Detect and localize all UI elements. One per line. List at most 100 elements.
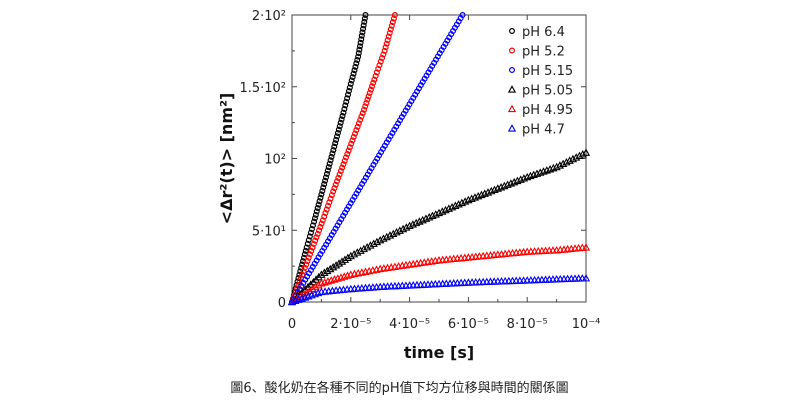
- data-point: [356, 46, 363, 53]
- data-point: [395, 226, 404, 234]
- data-point: [338, 116, 345, 123]
- data-point: [328, 153, 335, 160]
- data-point: [345, 147, 352, 154]
- data-point: [332, 140, 339, 147]
- data-point: [322, 174, 329, 181]
- data-point: [305, 254, 312, 261]
- data-point: [376, 235, 385, 244]
- data-point: [321, 181, 328, 188]
- data-point: [572, 153, 581, 161]
- data-point: [376, 62, 383, 69]
- data-point: [319, 217, 326, 224]
- data-point: [425, 213, 434, 221]
- data-point: [340, 161, 347, 168]
- x-tick-label: 2·10⁻⁵: [330, 317, 371, 332]
- data-point: [493, 184, 502, 192]
- data-point: [354, 57, 361, 64]
- data-point: [350, 70, 357, 77]
- data-point: [327, 195, 334, 202]
- data-point: [314, 230, 321, 237]
- data-point: [311, 218, 318, 225]
- data-point: [315, 201, 322, 208]
- data-point: [375, 65, 382, 72]
- data-point: [387, 26, 394, 33]
- data-point: [390, 15, 397, 22]
- data-point: [314, 205, 321, 212]
- data-point: [339, 164, 346, 171]
- data-point: [558, 159, 568, 168]
- data-point: [307, 229, 314, 236]
- data-point: [294, 278, 301, 285]
- data-point: [411, 218, 421, 227]
- figure-caption: 圖6、酸化奶在各種不同的pH值下均方位移與時間的關係圖: [230, 381, 569, 396]
- data-point: [359, 110, 366, 117]
- data-point: [308, 247, 315, 254]
- data-point: [308, 284, 317, 293]
- data-point: [326, 160, 333, 167]
- data-point: [342, 102, 349, 109]
- data-point: [311, 282, 320, 291]
- data-point: [357, 39, 364, 46]
- data-point: [361, 106, 368, 113]
- data-point: [349, 74, 356, 81]
- data-point: [330, 147, 337, 154]
- data-point: [362, 12, 369, 19]
- data-point: [337, 119, 344, 126]
- data-point: [341, 105, 348, 112]
- data-point: [344, 95, 351, 102]
- data-point: [581, 273, 591, 282]
- data-point: [389, 229, 398, 238]
- data-point: [305, 286, 314, 294]
- data-point: [321, 213, 328, 220]
- data-point: [319, 187, 326, 194]
- data-point: [383, 40, 390, 47]
- data-point: [304, 258, 311, 265]
- legend-label: pH 5.2: [522, 45, 565, 60]
- x-tick-label: 6·10⁻⁵: [448, 317, 489, 332]
- data-point: [325, 164, 332, 171]
- data-point: [575, 151, 584, 160]
- data-point: [358, 113, 365, 120]
- data-point: [326, 264, 335, 273]
- data-point: [565, 156, 574, 164]
- data-point: [434, 208, 444, 217]
- data-point: [349, 137, 356, 144]
- data-point: [385, 33, 392, 40]
- data-point: [431, 210, 440, 218]
- data-point: [358, 32, 365, 39]
- data-point: [373, 69, 380, 76]
- data-point: [372, 72, 379, 79]
- data-point: [415, 217, 424, 225]
- data-point: [346, 84, 353, 91]
- data-point: [303, 244, 310, 251]
- data-point: [377, 58, 384, 65]
- data-point: [336, 171, 343, 178]
- data-point: [392, 227, 401, 236]
- data-point: [334, 178, 341, 185]
- data-point: [330, 188, 337, 195]
- data-point: [323, 206, 330, 213]
- data-point: [326, 199, 333, 206]
- data-point: [337, 257, 347, 265]
- data-point: [323, 266, 332, 275]
- data-point: [295, 275, 302, 282]
- data-point: [467, 194, 476, 202]
- data-point: [516, 175, 525, 183]
- data-point: [346, 144, 353, 151]
- data-point: [379, 55, 386, 62]
- data-point: [457, 198, 467, 207]
- data-point: [405, 221, 414, 230]
- data-point: [506, 179, 516, 187]
- data-point: [370, 79, 377, 86]
- data-point: [441, 205, 450, 214]
- legend-label: pH 4.7: [522, 123, 565, 138]
- data-point: [309, 244, 316, 251]
- data-point: [351, 67, 358, 74]
- data-point: [369, 83, 376, 90]
- data-point: [320, 268, 329, 276]
- data-point: [362, 242, 372, 251]
- data-point: [314, 280, 323, 289]
- data-point: [316, 227, 323, 234]
- data-point: [349, 249, 359, 258]
- x-tick-label: 10⁻⁴: [572, 317, 601, 332]
